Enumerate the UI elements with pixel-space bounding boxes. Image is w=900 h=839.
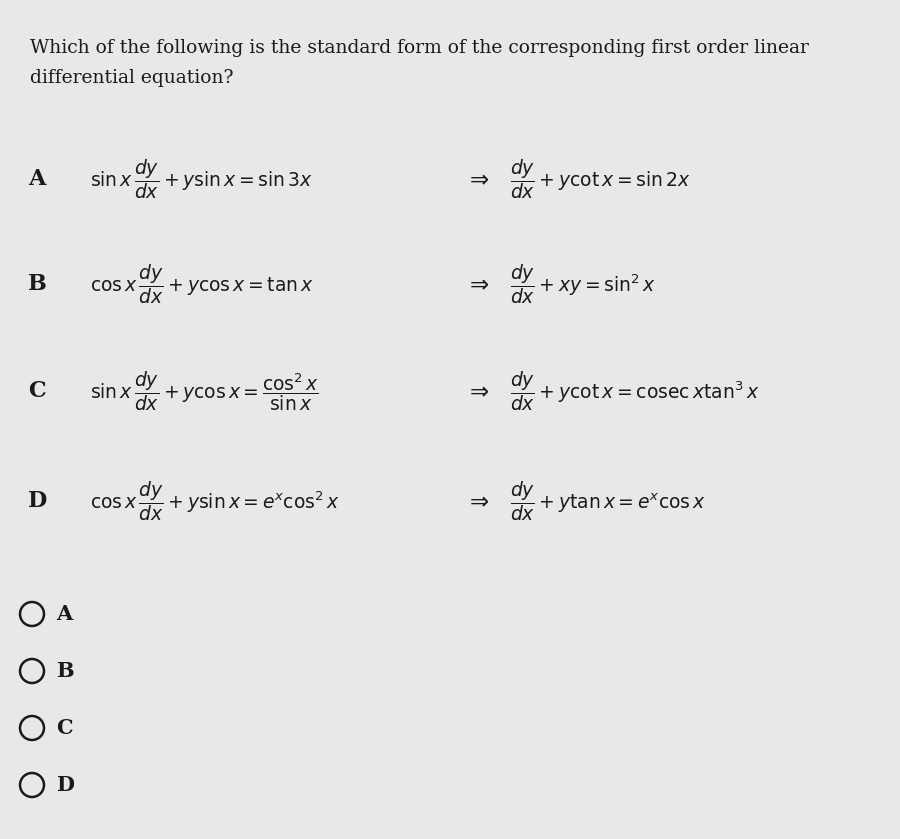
Text: $\sin x\,\dfrac{dy}{dx}+y\sin x=\sin 3x$: $\sin x\,\dfrac{dy}{dx}+y\sin x=\sin 3x$ — [90, 157, 312, 201]
Text: B: B — [28, 273, 47, 295]
Text: D: D — [56, 775, 74, 795]
Text: differential equation?: differential equation? — [30, 69, 233, 87]
Text: $\sin x\,\dfrac{dy}{dx}+y\cos x=\dfrac{\cos^{2}x}{\sin x}$: $\sin x\,\dfrac{dy}{dx}+y\cos x=\dfrac{\… — [90, 369, 320, 413]
Text: $\cos x\,\dfrac{dy}{dx}+y\sin x=e^{x}\cos^{2}x$: $\cos x\,\dfrac{dy}{dx}+y\sin x=e^{x}\co… — [90, 479, 340, 523]
Text: $\Rightarrow$: $\Rightarrow$ — [465, 273, 490, 295]
Text: $\Rightarrow$: $\Rightarrow$ — [465, 379, 490, 403]
Text: C: C — [56, 718, 73, 738]
Text: B: B — [56, 661, 74, 681]
Text: Which of the following is the standard form of the corresponding first order lin: Which of the following is the standard f… — [30, 39, 809, 57]
Text: $\cos x\,\dfrac{dy}{dx}+y\cos x=\tan x$: $\cos x\,\dfrac{dy}{dx}+y\cos x=\tan x$ — [90, 262, 314, 306]
Text: A: A — [28, 168, 45, 190]
Text: $\Rightarrow$: $\Rightarrow$ — [465, 489, 490, 513]
Text: A: A — [56, 604, 72, 624]
Text: $\dfrac{dy}{dx}+xy=\sin^{2}x$: $\dfrac{dy}{dx}+xy=\sin^{2}x$ — [510, 262, 656, 306]
Text: $\dfrac{dy}{dx}+y\cot x=\mathrm{cosec}\,x\tan^{3}x$: $\dfrac{dy}{dx}+y\cot x=\mathrm{cosec}\,… — [510, 369, 760, 413]
Text: $\Rightarrow$: $\Rightarrow$ — [465, 168, 490, 190]
Text: $\dfrac{dy}{dx}+y\cot x=\sin 2x$: $\dfrac{dy}{dx}+y\cot x=\sin 2x$ — [510, 157, 691, 201]
Text: C: C — [28, 380, 46, 402]
Text: D: D — [28, 490, 47, 512]
Text: $\dfrac{dy}{dx}+y\tan x=e^{x}\cos x$: $\dfrac{dy}{dx}+y\tan x=e^{x}\cos x$ — [510, 479, 706, 523]
